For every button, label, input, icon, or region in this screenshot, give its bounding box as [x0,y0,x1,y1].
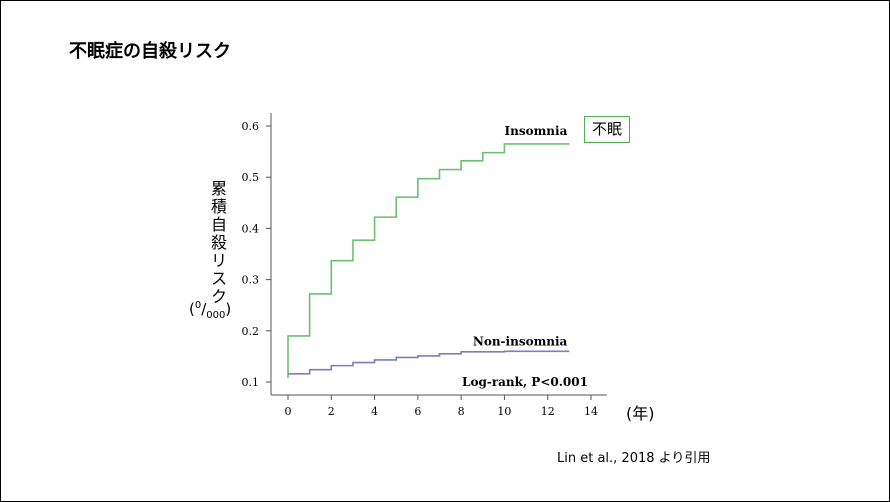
y-tick-label: 0.6 [242,120,260,133]
series-lines [287,143,570,378]
insomnia-step-line [287,143,570,378]
y-axis-unit: (0/000) [189,300,232,321]
x-tick-label: 2 [328,405,335,418]
x-tick-label: 4 [371,405,378,418]
y-tick-label: 0.3 [242,274,260,287]
x-ticks: 0 2 4 6 8 10 12 14 [285,395,598,418]
y-tick-label: 0.4 [242,222,260,235]
y-tick-label: 0.2 [242,325,260,338]
axes [270,113,607,396]
log-rank-annotation: Log-rank, P<0.001 [462,375,588,389]
insomnia-callout: 不眠 [584,116,630,143]
x-tick-label: 10 [497,405,511,418]
non-insomnia-series-label: Non-insomnia [473,334,568,348]
non-insomnia-step-line [288,350,570,375]
x-tick-label: 0 [285,405,292,418]
x-tick-label: 8 [458,405,465,418]
y-tick-label: 0.5 [242,171,260,184]
y-ticks: 0.1 0.2 0.3 0.4 0.5 0.6 [242,120,271,389]
citation: Lin et al., 2018 より引用 [557,451,711,466]
insomnia-series-label: Insomnia [504,124,567,138]
slide-title: 不眠症の自殺リスク [69,41,231,62]
series-labels: Insomnia Non-insomnia [473,124,568,348]
y-axis-label: 累積自殺リスク [210,179,227,306]
x-tick-label: 6 [414,405,421,418]
x-tick-label: 12 [541,405,555,418]
y-tick-label: 0.1 [242,376,260,389]
x-tick-label: 14 [584,405,598,418]
x-axis-unit: (年) [626,404,655,423]
